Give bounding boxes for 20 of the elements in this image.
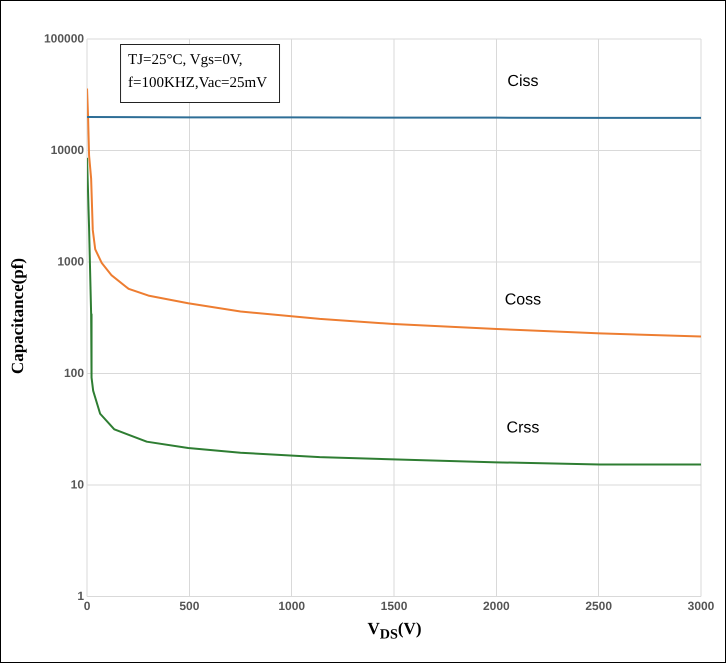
x-tick-label: 1500 (380, 599, 408, 614)
series-label: Coss (504, 291, 542, 308)
x-tick-label: 2500 (585, 599, 612, 614)
y-tick-label: 10000 (50, 142, 84, 157)
annotation: TJ=25°C, Vgs=0V, (128, 52, 243, 68)
y-tick-label: 1000 (57, 254, 84, 268)
y-tick-label: 100 (64, 366, 84, 380)
y-tick-label: 1 (77, 588, 84, 603)
x-tick-label: 0 (84, 599, 91, 614)
series-label: Crss (506, 419, 540, 436)
x-tick-label: 1000 (278, 599, 306, 614)
x-tick-label: 500 (179, 599, 200, 614)
series-label: Ciss (507, 72, 539, 90)
x-tick-label: 3000 (688, 599, 715, 614)
y-tick-label: 10 (70, 477, 84, 492)
annotation: f=100KHZ,Vac=25mV (128, 74, 268, 91)
x-axis-title: V$_{DS}$(V) (366, 619, 422, 644)
x-tick-label: 2000 (482, 599, 510, 614)
y-tick-label: 100000 (44, 31, 84, 46)
y-axis-title: Capacitance(pf) (8, 256, 28, 376)
